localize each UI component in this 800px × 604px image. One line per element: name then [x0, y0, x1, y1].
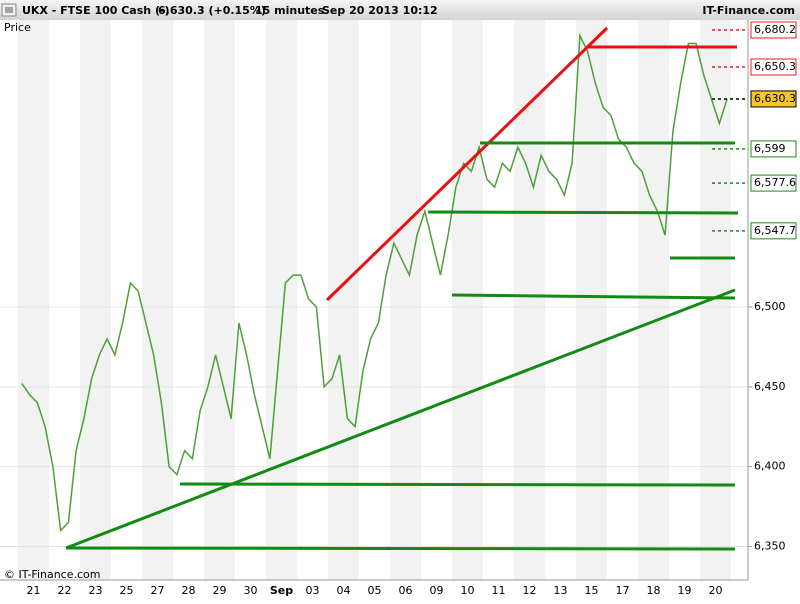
x-tick-label: 19	[678, 584, 692, 597]
y-tick-label: 6,400	[754, 460, 786, 473]
day-band	[328, 20, 359, 580]
day-band	[80, 20, 111, 580]
x-tick-label: 10	[461, 584, 475, 597]
drawings	[65, 26, 739, 551]
interval: 15 minutes	[255, 4, 325, 17]
x-tick-label: 06	[399, 584, 413, 597]
level-box	[750, 90, 797, 108]
day-band	[390, 20, 421, 580]
x-tick-label: 09	[430, 584, 444, 597]
x-tick-label: 27	[151, 584, 165, 597]
level-line	[65, 546, 736, 551]
day-band	[576, 20, 607, 580]
timestamp: Sep 20 2013 10:12	[322, 4, 438, 17]
level-box	[750, 21, 797, 39]
menu-icon-lines	[5, 7, 13, 13]
x-tick-label: 15	[585, 584, 599, 597]
y-label: Price	[4, 21, 31, 34]
x-tick-label: 11	[492, 584, 506, 597]
day-band	[204, 20, 235, 580]
trendline	[325, 26, 609, 302]
day-band	[700, 20, 731, 580]
level-box	[750, 222, 797, 240]
price-line	[21, 32, 728, 533]
x-tick-label: 30	[244, 584, 258, 597]
x-tick-label: Sep	[270, 584, 293, 597]
level-label: 6,599	[754, 142, 786, 155]
y-tick-label: 6,350	[754, 539, 786, 552]
level-box	[750, 58, 797, 76]
day-band	[638, 20, 669, 580]
x-tick-label: 25	[120, 584, 134, 597]
level-label: 6,680.2	[754, 23, 796, 36]
x-tick-label: 18	[647, 584, 661, 597]
level-line	[451, 293, 736, 300]
level-box	[750, 174, 797, 192]
x-tick-label: 13	[554, 584, 568, 597]
copyright: © IT-Finance.com	[4, 568, 101, 581]
day-band	[142, 20, 173, 580]
level-label: 6,577.6	[754, 176, 796, 189]
x-tick-label: 22	[58, 584, 72, 597]
x-tick-label: 17	[616, 584, 630, 597]
x-tick-label: 05	[368, 584, 382, 597]
x-tick-label: 23	[89, 584, 103, 597]
symbol: UKX - FTSE 100 Cash (-)	[22, 4, 170, 17]
quote: 6,630.3 (+0.15%)	[158, 4, 266, 17]
trendline	[65, 288, 736, 550]
x-tick-label: 20	[709, 584, 723, 597]
level-line	[179, 482, 736, 487]
x-tick-label: 28	[182, 584, 196, 597]
day-band	[18, 20, 49, 580]
x-tick-label: 29	[213, 584, 227, 597]
y-tick-label: 6,500	[754, 300, 786, 313]
brand: IT-Finance.com	[702, 4, 795, 17]
level-label: 6,547.7	[754, 224, 796, 237]
x-tick-label: 12	[523, 584, 537, 597]
day-band	[452, 20, 483, 580]
level-label: 6,630.3	[754, 92, 796, 105]
level-box	[750, 140, 797, 158]
y-tick-label: 6,450	[754, 380, 786, 393]
x-tick-label: 03	[306, 584, 320, 597]
x-tick-label: 04	[337, 584, 351, 597]
level-label: 6,650.3	[754, 60, 796, 73]
x-tick-label: 21	[27, 584, 41, 597]
header-bar	[0, 0, 800, 20]
day-band	[266, 20, 297, 580]
level-line	[427, 210, 739, 215]
